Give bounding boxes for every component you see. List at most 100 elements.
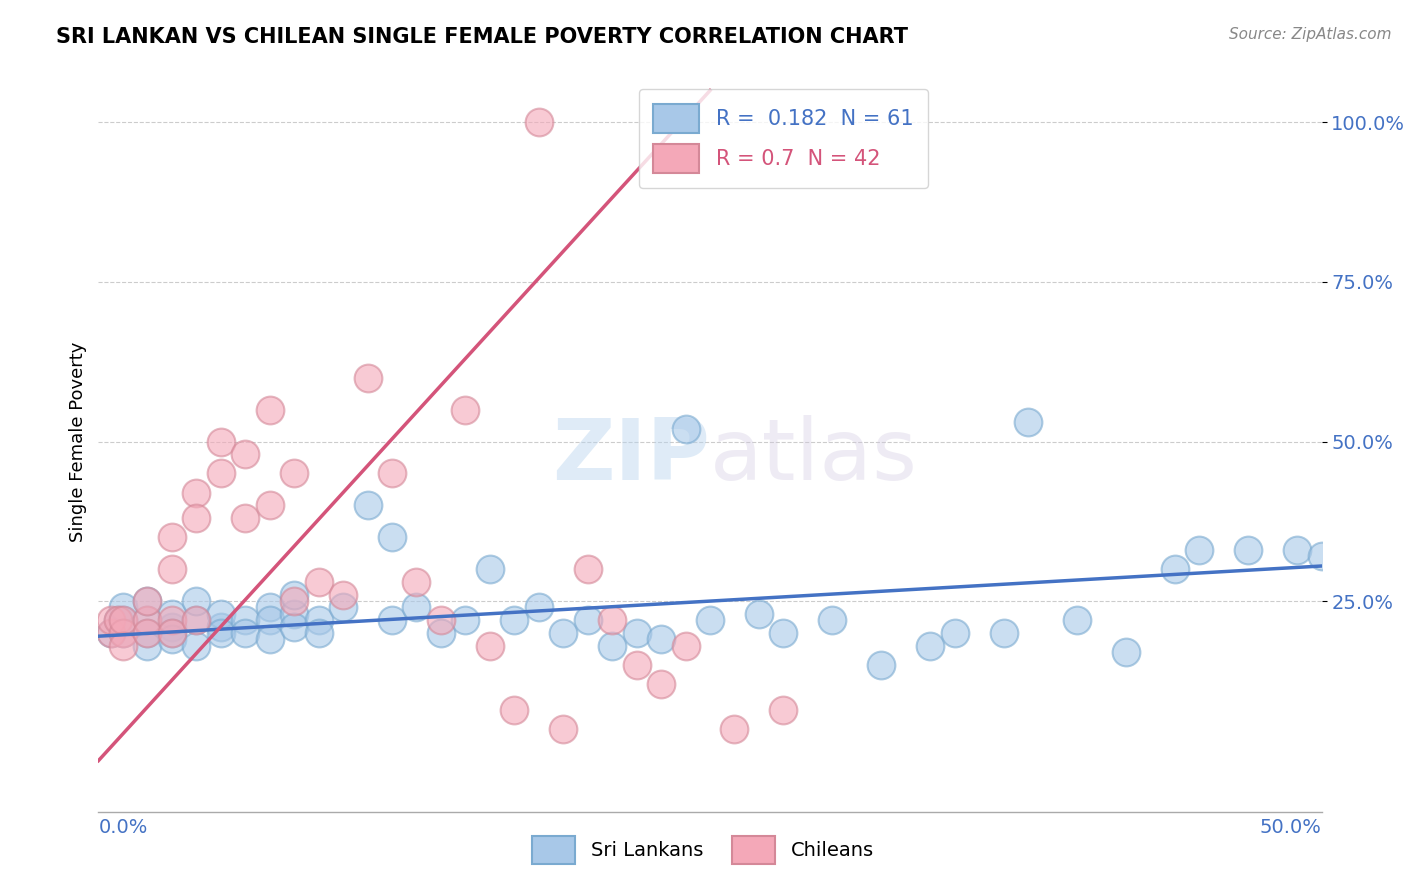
Point: [993, 626, 1015, 640]
Point: [111, 626, 134, 640]
Point: [478, 562, 501, 576]
Point: [209, 619, 232, 633]
Point: [283, 619, 305, 633]
Point: [209, 626, 232, 640]
Point: [772, 626, 794, 640]
Point: [100, 613, 122, 627]
Point: [160, 562, 183, 576]
Point: [233, 613, 256, 627]
Point: [527, 600, 550, 615]
Point: [1310, 549, 1333, 564]
Point: [430, 613, 453, 627]
Point: [308, 613, 330, 627]
Point: [430, 626, 453, 640]
Point: [553, 626, 575, 640]
Point: [160, 619, 183, 633]
Point: [283, 588, 305, 602]
Point: [356, 370, 378, 384]
Point: [186, 485, 208, 500]
Point: [478, 639, 501, 653]
Point: [1017, 416, 1039, 430]
Point: [186, 594, 208, 608]
Point: [283, 467, 305, 481]
Text: 0.0%: 0.0%: [98, 818, 148, 837]
Point: [356, 499, 378, 513]
Point: [626, 626, 648, 640]
Point: [381, 530, 404, 544]
Point: [100, 626, 122, 640]
Point: [503, 613, 526, 627]
Point: [136, 626, 159, 640]
Point: [186, 613, 208, 627]
Point: [920, 639, 942, 653]
Point: [723, 722, 745, 736]
Point: [283, 594, 305, 608]
Point: [136, 613, 159, 627]
Text: atlas: atlas: [710, 415, 918, 498]
Point: [1115, 645, 1137, 659]
Point: [107, 613, 129, 627]
Point: [136, 594, 159, 608]
Text: SRI LANKAN VS CHILEAN SINGLE FEMALE POVERTY CORRELATION CHART: SRI LANKAN VS CHILEAN SINGLE FEMALE POVE…: [56, 27, 908, 46]
Point: [675, 639, 697, 653]
Point: [1237, 543, 1260, 558]
Point: [870, 657, 893, 672]
Point: [308, 574, 330, 589]
Point: [553, 722, 575, 736]
Point: [111, 626, 134, 640]
Point: [259, 613, 281, 627]
Point: [454, 402, 477, 417]
Point: [107, 613, 129, 627]
Point: [1188, 543, 1211, 558]
Point: [821, 613, 844, 627]
Point: [160, 530, 183, 544]
Text: ZIP: ZIP: [553, 415, 710, 498]
Point: [136, 613, 159, 627]
Point: [111, 639, 134, 653]
Point: [233, 447, 256, 461]
Text: Source: ZipAtlas.com: Source: ZipAtlas.com: [1229, 27, 1392, 42]
Point: [600, 639, 623, 653]
Point: [186, 639, 208, 653]
Point: [405, 600, 427, 615]
Point: [943, 626, 966, 640]
Point: [1066, 613, 1088, 627]
Point: [209, 467, 232, 481]
Point: [381, 467, 404, 481]
Point: [650, 677, 672, 691]
Point: [283, 607, 305, 621]
Point: [136, 594, 159, 608]
Point: [576, 613, 599, 627]
Point: [259, 499, 281, 513]
Legend: R =  0.182  N = 61, R = 0.7  N = 42: R = 0.182 N = 61, R = 0.7 N = 42: [638, 89, 928, 187]
Point: [259, 402, 281, 417]
Point: [699, 613, 721, 627]
Point: [136, 639, 159, 653]
Point: [259, 632, 281, 647]
Point: [381, 613, 404, 627]
Point: [503, 703, 526, 717]
Point: [772, 703, 794, 717]
Point: [160, 613, 183, 627]
Point: [160, 626, 183, 640]
Point: [111, 613, 134, 627]
Point: [136, 626, 159, 640]
Point: [233, 511, 256, 525]
Point: [576, 562, 599, 576]
Point: [111, 613, 134, 627]
Y-axis label: Single Female Poverty: Single Female Poverty: [69, 342, 87, 541]
Point: [332, 600, 354, 615]
Point: [1286, 543, 1309, 558]
Point: [186, 613, 208, 627]
Point: [650, 632, 672, 647]
Point: [332, 588, 354, 602]
Point: [454, 613, 477, 627]
Point: [209, 434, 232, 449]
Point: [626, 657, 648, 672]
Point: [405, 574, 427, 589]
Point: [160, 632, 183, 647]
Point: [259, 600, 281, 615]
Point: [527, 115, 550, 129]
Point: [308, 626, 330, 640]
Point: [1164, 562, 1187, 576]
